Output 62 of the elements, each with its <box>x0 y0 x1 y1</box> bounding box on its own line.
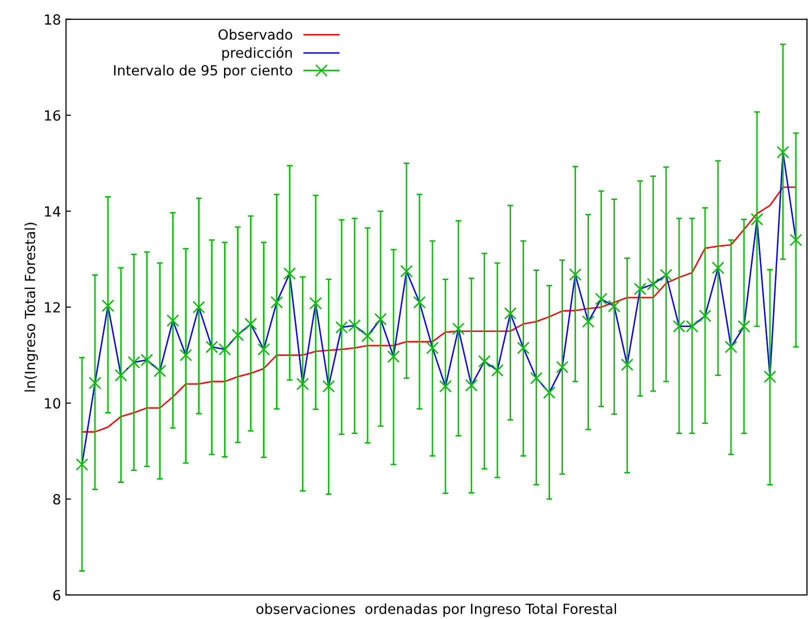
point <box>452 322 465 335</box>
point <box>491 364 504 377</box>
point <box>231 328 244 342</box>
legend-label: Observado <box>218 29 292 40</box>
point <box>608 300 620 312</box>
point <box>387 350 400 363</box>
point <box>634 282 646 296</box>
point <box>582 315 594 328</box>
point <box>646 278 660 290</box>
point <box>400 264 413 278</box>
point <box>322 380 335 393</box>
point <box>750 213 764 226</box>
point <box>154 364 166 378</box>
point <box>790 234 802 246</box>
y-tick-label: 14 <box>45 206 60 216</box>
point <box>738 320 750 333</box>
point <box>283 267 296 280</box>
point <box>309 297 322 310</box>
point <box>426 342 439 354</box>
point <box>102 299 114 312</box>
line-series <box>81 186 797 433</box>
point <box>192 300 206 314</box>
point <box>776 146 790 158</box>
point <box>764 370 776 383</box>
point <box>180 348 192 362</box>
y-tick-label: 16 <box>45 110 60 121</box>
point <box>530 372 543 384</box>
line-series <box>81 152 797 466</box>
point <box>439 380 452 393</box>
y-tick-label: 8 <box>53 494 60 505</box>
x-axis-title: observaciones ordenadas por Ingreso Total Forestal <box>256 603 616 617</box>
point <box>543 386 556 399</box>
point <box>478 355 491 368</box>
point <box>270 296 283 309</box>
y-tick-label: 10 <box>45 398 60 409</box>
point <box>166 314 180 327</box>
legend-label: Intervalo de 95 por ciento <box>114 64 292 78</box>
point <box>244 318 257 330</box>
y-tick-label: 12 <box>45 302 60 312</box>
point <box>698 310 712 322</box>
point <box>296 378 309 390</box>
point <box>76 458 88 471</box>
legend-label: predicción <box>222 46 292 61</box>
point <box>620 358 634 371</box>
point <box>594 292 608 306</box>
y-tick-label: 18 <box>45 14 60 25</box>
point <box>517 342 530 354</box>
point <box>724 340 738 354</box>
point <box>374 312 387 326</box>
point <box>114 369 128 382</box>
point <box>556 360 569 374</box>
point <box>413 296 426 309</box>
point <box>660 268 672 282</box>
point <box>504 307 517 320</box>
y-axis-title: ln(Ingreso Total Forestal) <box>24 222 38 392</box>
point <box>88 376 102 390</box>
y-tick-label: 6 <box>53 590 60 600</box>
point <box>568 268 582 281</box>
point <box>465 379 478 392</box>
point <box>257 343 270 356</box>
point <box>361 330 374 342</box>
point <box>712 262 724 274</box>
